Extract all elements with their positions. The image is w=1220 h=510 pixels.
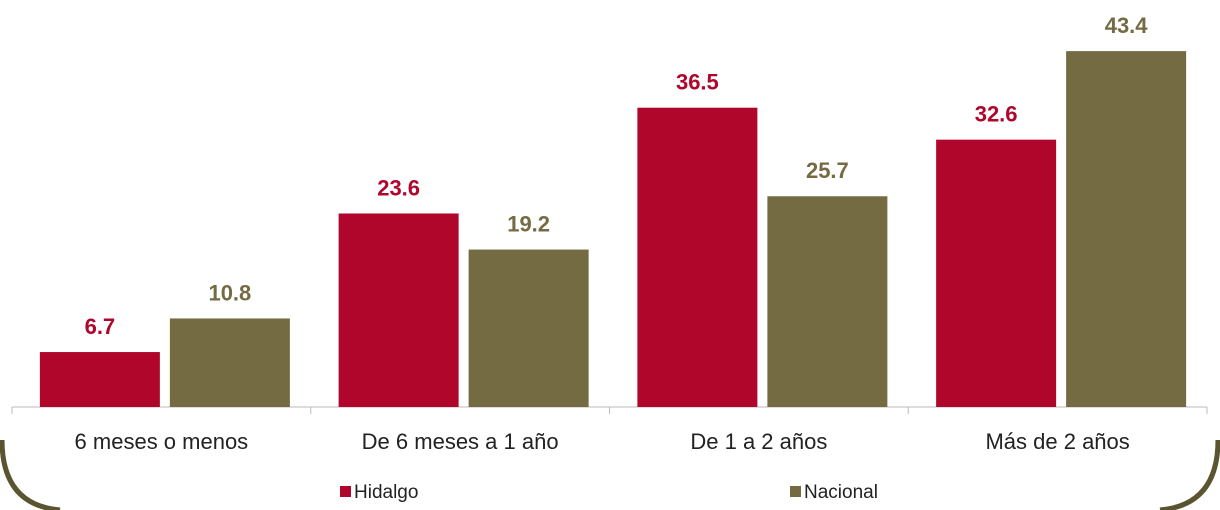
data-label: 43.4 bbox=[1105, 13, 1149, 38]
data-label: 6.7 bbox=[85, 314, 116, 339]
x-tick-label: Más de 2 años bbox=[985, 429, 1129, 454]
bar bbox=[936, 139, 1057, 407]
data-label: 23.6 bbox=[377, 175, 420, 200]
bar bbox=[767, 196, 888, 407]
data-label: 25.7 bbox=[806, 158, 849, 183]
data-label: 32.6 bbox=[975, 101, 1018, 126]
frame bbox=[0, 439, 1220, 510]
bar bbox=[637, 107, 758, 407]
legend-label: Nacional bbox=[804, 482, 878, 503]
data-label: 10.8 bbox=[208, 280, 251, 305]
bar bbox=[468, 249, 589, 407]
bar bbox=[39, 352, 160, 407]
x-tick-label: De 6 meses a 1 año bbox=[362, 429, 559, 454]
x-tick-label: De 1 a 2 años bbox=[690, 429, 827, 454]
bar bbox=[1066, 51, 1187, 408]
data-label: 36.5 bbox=[676, 70, 719, 95]
legend-swatch bbox=[340, 486, 351, 497]
legend-swatch bbox=[790, 486, 801, 497]
x-tick-label: 6 meses o menos bbox=[75, 429, 249, 454]
data-label: 19.2 bbox=[507, 211, 550, 236]
legend-label: Hidalgo bbox=[354, 482, 418, 503]
bar bbox=[169, 318, 290, 407]
bar bbox=[338, 213, 459, 407]
